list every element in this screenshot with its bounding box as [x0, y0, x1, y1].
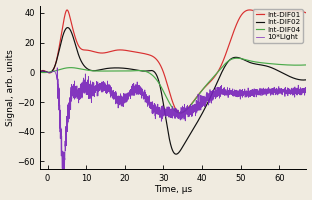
10*Light [140, 88, 144, 90]
Int-DIF01 [179, 112, 183, 114]
10*Light [300, 91, 303, 93]
Int-DIF02 [38, 71, 42, 74]
Int-DIF01 [305, 12, 308, 14]
Int-DIF02 [305, 79, 308, 81]
Int-DIF04 [178, 112, 182, 114]
Int-DIF04 [235, 57, 239, 59]
Int-DIF04 [152, 75, 155, 78]
Int-DIF01 [300, 10, 303, 13]
Int-DIF02 [300, 79, 303, 81]
Int-DIF01 [68, 17, 72, 19]
Int-DIF04 [84, 69, 88, 71]
10*Light [55, 67, 59, 69]
Legend: Int-DIF01, Int-DIF02, Int-DIF04, 10*Light: Int-DIF01, Int-DIF02, Int-DIF04, 10*Ligh… [253, 9, 303, 43]
Line: Int-DIF02: Int-DIF02 [40, 28, 306, 154]
10*Light [61, 175, 65, 178]
Line: 10*Light: 10*Light [40, 68, 306, 177]
Y-axis label: Signal, arb. units: Signal, arb. units [6, 49, 15, 126]
Int-DIF02 [68, 29, 72, 31]
Int-DIF04 [271, 63, 275, 65]
10*Light [69, 99, 72, 101]
10*Light [271, 89, 275, 91]
X-axis label: Time, μs: Time, μs [154, 185, 192, 194]
Int-DIF02 [152, 70, 156, 73]
Int-DIF04 [305, 64, 308, 66]
10*Light [152, 108, 156, 110]
Int-DIF04 [300, 64, 303, 66]
Int-DIF04 [68, 66, 72, 69]
Line: Int-DIF04: Int-DIF04 [40, 58, 306, 113]
Int-DIF01 [152, 56, 155, 58]
Int-DIF02 [66, 26, 70, 29]
Int-DIF01 [271, 13, 275, 15]
Int-DIF02 [140, 70, 144, 72]
Line: Int-DIF01: Int-DIF01 [40, 10, 306, 113]
Int-DIF01 [248, 9, 251, 11]
Int-DIF04 [140, 70, 144, 72]
Int-DIF01 [38, 71, 42, 74]
Int-DIF02 [174, 153, 178, 155]
10*Light [305, 89, 308, 91]
Int-DIF01 [84, 49, 88, 51]
Int-DIF01 [140, 52, 144, 54]
10*Light [38, 71, 42, 74]
10*Light [84, 93, 88, 96]
Int-DIF02 [271, 67, 275, 69]
Int-DIF02 [84, 67, 88, 69]
Int-DIF04 [38, 71, 42, 74]
